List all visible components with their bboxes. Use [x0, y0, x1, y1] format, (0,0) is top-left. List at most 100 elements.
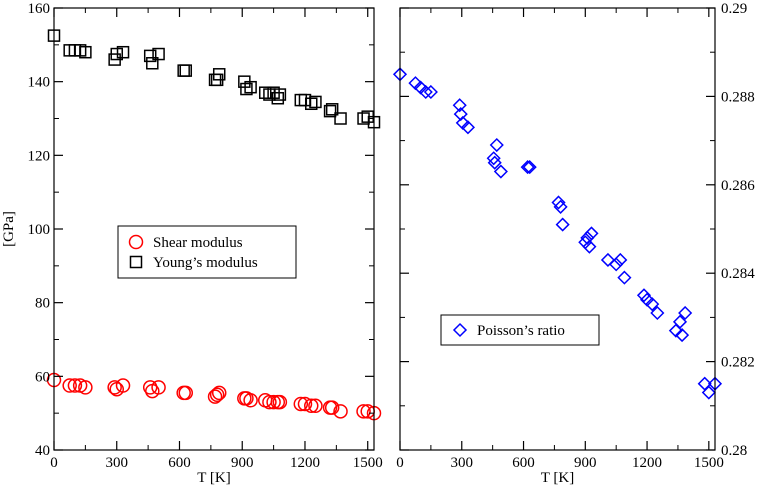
right-y-tick-label: 0.288: [721, 89, 755, 105]
right-x-tick-label: 300: [451, 455, 474, 471]
youngs-modulus-point: [110, 47, 123, 61]
left-x-tick-label: 300: [105, 455, 128, 471]
left-legend-box: [117, 225, 297, 279]
right-y-tick-label: 0.286: [721, 178, 755, 194]
shear-modulus-point: [115, 378, 131, 393]
poissons-ratio-point: [674, 328, 690, 343]
right-y-tick-label: 0.282: [721, 355, 755, 371]
poissons-ratio-point: [493, 164, 508, 179]
youngs-modulus-point: [323, 104, 337, 118]
right-y-tick-label: 0.284: [721, 266, 755, 282]
legend-shear-marker: [128, 234, 144, 250]
poissons-ratio-point: [600, 252, 616, 268]
poissons-ratio-point: [580, 230, 595, 245]
poissons-ratio-point: [701, 385, 716, 400]
poissons-ratio-point: [636, 288, 652, 303]
left-x-tick-label: 1200: [290, 455, 320, 471]
poissons-ratio-point: [489, 137, 504, 153]
youngs-modulus-point: [258, 86, 272, 99]
poissons-ratio-point: [460, 120, 476, 135]
poissons-ratio-point: [453, 107, 468, 122]
poissons-ratio-point: [613, 252, 628, 268]
legend-young-marker: [129, 255, 143, 269]
youngs-modulus-point: [271, 91, 285, 105]
right-x-axis-label: T [K]: [541, 470, 574, 486]
poissons-ratio-point: [487, 155, 502, 170]
poissons-ratio-point: [617, 270, 632, 285]
shear-modulus-point: [293, 396, 309, 412]
youngs-modulus-series: [47, 29, 381, 129]
shear-modulus-point: [333, 404, 348, 419]
left-plot-frame: [53, 7, 375, 451]
poissons-ratio-point: [520, 160, 535, 175]
left-y-tick-label: 160: [28, 1, 51, 17]
shear-modulus-point: [107, 380, 122, 395]
shear-modulus-point: [178, 385, 194, 401]
youngs-modulus-point: [146, 57, 159, 70]
youngs-modulus-point: [325, 103, 339, 116]
legend-poisson-label: Poisson’s ratio: [477, 323, 565, 339]
shear-modulus-point: [62, 378, 77, 393]
shear-modulus-point: [356, 404, 371, 419]
shear-modulus-point: [211, 385, 227, 401]
right-x-tick-label: 1500: [694, 455, 724, 471]
shear-modulus-point: [207, 389, 223, 404]
left-y-tick-label: 120: [28, 148, 51, 164]
youngs-modulus-point: [179, 64, 193, 77]
left-x-axis-label: T [K]: [197, 470, 230, 486]
right-x-tick-label: 0: [396, 455, 404, 471]
poissons-ratio-point: [522, 160, 537, 175]
poissons-ratio-point: [650, 305, 665, 321]
left-x-tick-label: 1500: [353, 455, 383, 471]
shear-modulus-point: [324, 400, 340, 415]
youngs-modulus-point: [334, 112, 347, 125]
right-plot-frame: [399, 7, 716, 451]
youngs-modulus-point: [294, 93, 308, 107]
poissons-ratio-point: [452, 98, 467, 113]
legend-young-label: Young’s modulus: [153, 255, 258, 271]
poissons-ratio-point: [553, 199, 568, 214]
right-legend: Poisson’s ratio: [440, 314, 600, 346]
left-y-tick-label: 100: [28, 222, 51, 238]
youngs-modulus-point: [309, 95, 322, 109]
right-y-tick-label: 0.29: [721, 1, 747, 17]
shear-modulus-point: [304, 398, 319, 414]
poissons-ratio-point: [486, 151, 501, 166]
left-y-axis-label: [GPa]: [1, 211, 17, 247]
youngs-modulus-point: [298, 93, 312, 107]
poissons-ratio-point: [672, 314, 688, 329]
youngs-modulus-point: [116, 45, 130, 59]
youngs-modulus-point: [244, 80, 257, 94]
youngs-modulus-point: [240, 82, 253, 96]
shear-modulus-point: [266, 394, 281, 410]
youngs-modulus-point: [273, 88, 287, 101]
poissons-ratio-point: [423, 84, 438, 100]
youngs-modulus-point: [79, 45, 92, 59]
right-x-tick-label: 600: [512, 455, 535, 471]
shear-modulus-point: [308, 398, 323, 414]
poissons-ratio-point: [645, 297, 660, 312]
left-y-tick-label: 60: [35, 369, 50, 385]
shear-modulus-point: [297, 396, 313, 412]
shear-modulus-point: [151, 380, 166, 395]
right-legend-box: [440, 314, 600, 346]
poissons-ratio-series: [392, 67, 723, 400]
left-x-tick-label: 600: [168, 455, 191, 471]
shear-modulus-point: [262, 394, 277, 410]
poissons-ratio-point: [609, 257, 624, 272]
poissons-ratio-point: [582, 239, 597, 254]
right-y-tick-label: 0.28: [721, 443, 747, 459]
right-x-tick-label: 1200: [632, 455, 662, 471]
poissons-ratio-point: [678, 305, 693, 321]
youngs-modulus-point: [152, 47, 165, 61]
shear-modulus-point: [209, 387, 225, 402]
shear-modulus-point: [243, 393, 258, 408]
left-panel: 0 300 600 900 1200 1500 40 60 80 100 120 140 160 T […: [1, 1, 383, 486]
left-x-tick-label: 0: [50, 455, 58, 471]
legend-shear-label: Shear modulus: [153, 235, 243, 251]
poissons-ratio-point: [551, 195, 566, 210]
left-legend: Shear modulus Young’s modulus: [117, 225, 297, 279]
